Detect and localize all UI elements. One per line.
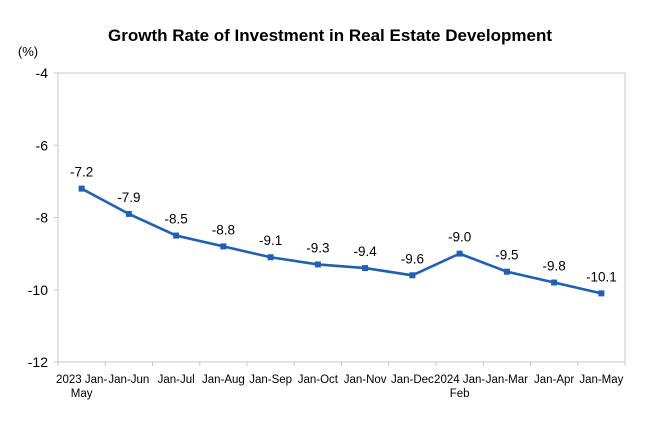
data-label: -9.4 — [353, 244, 377, 259]
x-tick-label: 2024 Jan- — [434, 374, 485, 386]
x-tick-label: Jan-Sep — [249, 374, 292, 386]
data-point — [125, 210, 132, 217]
plot-border — [57, 72, 626, 363]
data-label: -9.0 — [448, 230, 471, 245]
y-tick-label: -4 — [36, 65, 49, 81]
data-label: -10.1 — [586, 269, 617, 284]
series-layer: -7.2 -7.9 -8.5 -8.8 -9.1 -9.3 -9.4 -9.6 -9.0 -9.5… — [70, 165, 617, 297]
data-point — [409, 272, 416, 279]
x-tick-label: Jan-Nov — [344, 374, 387, 386]
data-label: -7.2 — [70, 165, 93, 180]
x-tick-label: May — [71, 388, 93, 400]
x-tick-label: Jan-Oct — [298, 374, 339, 386]
series-line — [81, 187, 602, 295]
data-point — [456, 250, 463, 257]
y-tick-label: -8 — [36, 210, 49, 226]
data-label: -9.8 — [542, 259, 565, 274]
data-point — [78, 185, 85, 192]
x-tick-label: 2023 Jan- — [56, 374, 107, 386]
x-tick-label: Jan-Jul — [158, 374, 195, 386]
data-label: -9.3 — [306, 240, 329, 255]
data-label: -9.6 — [401, 251, 424, 266]
data-label: -8.5 — [164, 212, 187, 227]
y-tick-label: -6 — [36, 137, 49, 153]
x-tick-label: Jan-Mar — [486, 374, 528, 386]
plot-area-frame — [57, 72, 626, 363]
data-point — [220, 243, 227, 250]
y-axis-unit-label: (%) — [18, 44, 38, 59]
data-point — [314, 261, 321, 268]
data-point — [503, 268, 510, 275]
x-tick-label: Jan-Dec — [391, 374, 434, 386]
y-axis: -4 -6 -8 -10 -12 — [28, 65, 58, 370]
data-point — [598, 290, 605, 297]
x-axis: 2023 Jan- May Jan-Jun Jan-Jul Jan-Aug Jan-Sep… — [56, 362, 626, 400]
x-tick-label: Jan-May — [579, 374, 623, 386]
x-tick-label: Jan-Aug — [202, 374, 245, 386]
x-tick-label: Jan-Apr — [534, 374, 574, 386]
data-point — [362, 265, 369, 272]
x-tick-label: Feb — [450, 388, 470, 400]
data-point — [173, 232, 180, 239]
y-tick-label: -10 — [28, 282, 48, 298]
data-label: -8.8 — [212, 222, 235, 237]
data-label: -9.1 — [259, 233, 282, 248]
data-point — [267, 254, 274, 261]
data-label: -7.9 — [117, 190, 140, 205]
chart-title: Growth Rate of Investment in Real Estate… — [108, 26, 552, 45]
data-point — [551, 279, 558, 286]
y-tick-label: -12 — [28, 354, 48, 370]
data-label: -9.5 — [495, 248, 518, 263]
x-tick-label: Jan-Jun — [108, 374, 149, 386]
